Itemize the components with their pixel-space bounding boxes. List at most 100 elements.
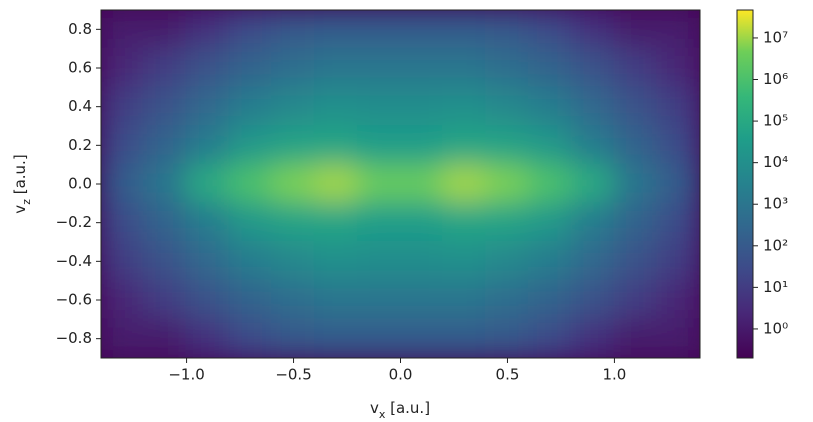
heatmap-cell xyxy=(228,47,274,89)
heatmap-cell xyxy=(399,279,445,321)
heatmap-cell xyxy=(142,202,188,243)
heatmap-cell xyxy=(356,202,402,243)
heatmap-cell xyxy=(142,47,188,89)
heatmap-cell xyxy=(185,125,231,166)
heatmap-cell xyxy=(485,241,530,282)
heatmap-cell xyxy=(185,10,231,50)
heatmap-cell xyxy=(356,125,402,166)
heatmap-cell xyxy=(442,241,488,282)
heatmap-cell xyxy=(442,318,488,358)
heatmap-cell xyxy=(356,241,402,282)
heatmap-cell xyxy=(271,163,316,205)
heatmap-cell xyxy=(356,47,402,89)
colorbar-tick-label: 10² xyxy=(763,236,788,254)
y-tick-label: 0.8 xyxy=(68,20,92,38)
x-tick-label: 1.0 xyxy=(602,366,626,384)
heatmap-cell xyxy=(570,241,616,282)
heatmap-cell xyxy=(313,125,359,166)
heatmap-cell xyxy=(485,202,530,243)
heatmap-cell xyxy=(527,318,573,358)
heatmap-cell xyxy=(142,10,188,50)
heatmap-cell xyxy=(613,318,659,358)
heatmap-cell xyxy=(101,10,145,50)
heatmap-cell xyxy=(142,125,188,166)
heatmap-cell xyxy=(485,279,530,321)
heatmap-cell xyxy=(142,86,188,127)
heatmap-cell xyxy=(228,279,274,321)
heatmap-cell xyxy=(442,202,488,243)
heatmap-cell xyxy=(101,86,145,127)
heatmap-cell xyxy=(613,47,659,89)
heatmap-cell xyxy=(613,241,659,282)
heatmap-cell xyxy=(101,202,145,243)
heatmap-cell xyxy=(656,202,700,243)
colorbar-tick-label: 10⁴ xyxy=(763,153,788,171)
heatmap-cell xyxy=(142,279,188,321)
heatmap-cell xyxy=(313,163,359,205)
heatmap-cell xyxy=(399,163,445,205)
heatmap-cell xyxy=(527,86,573,127)
heatmap-cell xyxy=(656,86,700,127)
heatmap-cell xyxy=(185,279,231,321)
heatmap-cell xyxy=(527,47,573,89)
heatmap-cell xyxy=(271,86,316,127)
heatmap-cell xyxy=(570,125,616,166)
heatmap-cell xyxy=(313,86,359,127)
heatmap-cell xyxy=(271,47,316,89)
heatmap-cell xyxy=(656,47,700,89)
heatmap-cell xyxy=(485,318,530,358)
heatmap-cell xyxy=(527,10,573,50)
colorbar-tick-label: 10⁰ xyxy=(763,319,788,337)
heatmap-cell xyxy=(142,241,188,282)
y-tick-label: −0.6 xyxy=(56,291,92,309)
heatmap-cell xyxy=(570,318,616,358)
heatmap-cell xyxy=(399,86,445,127)
heatmap-cell xyxy=(228,10,274,50)
y-tick-label: 0.4 xyxy=(68,97,92,115)
heatmap-cell xyxy=(570,47,616,89)
heatmap-cell xyxy=(527,125,573,166)
heatmap-cell xyxy=(442,47,488,89)
x-tick-label: 0.5 xyxy=(496,366,520,384)
heatmap-cell xyxy=(399,202,445,243)
heatmap-cell xyxy=(142,318,188,358)
x-axis-label: vx [a.u.] xyxy=(370,399,430,421)
heatmap-cell xyxy=(399,241,445,282)
heatmap-cell xyxy=(271,279,316,321)
heatmap-cell xyxy=(613,10,659,50)
heatmap-cell xyxy=(442,163,488,205)
heatmap-cell xyxy=(442,279,488,321)
y-tick-label: 0.6 xyxy=(68,59,92,77)
heatmap-cell xyxy=(356,279,402,321)
heatmap-cell xyxy=(485,10,530,50)
heatmap-cell xyxy=(185,163,231,205)
heatmap-cell xyxy=(399,318,445,358)
heatmap-cell xyxy=(228,163,274,205)
colorbar-tick-label: 10³ xyxy=(763,195,788,213)
heatmap-cell xyxy=(527,241,573,282)
heatmap-cell xyxy=(485,163,530,205)
y-tick-label: −0.4 xyxy=(56,252,92,270)
heatmap-cell xyxy=(271,125,316,166)
heatmap-cell xyxy=(313,202,359,243)
x-tick-label: 0.0 xyxy=(389,366,413,384)
heatmap-cell xyxy=(527,163,573,205)
heatmap-cell xyxy=(313,10,359,50)
heatmap-cell xyxy=(185,47,231,89)
heatmap-cell xyxy=(656,241,700,282)
heatmap-cell xyxy=(527,279,573,321)
heatmap-cell xyxy=(271,202,316,243)
heatmap-cell xyxy=(613,125,659,166)
heatmap-cell xyxy=(101,318,145,358)
y-axis-label: vz [a.u.] xyxy=(11,154,33,213)
heatmap-cell xyxy=(656,163,700,205)
heatmap-cell xyxy=(101,47,145,89)
heatmap-cell xyxy=(399,47,445,89)
y-tick-label: −0.8 xyxy=(56,329,92,347)
heatmap-cell xyxy=(356,86,402,127)
heatmap-cell xyxy=(485,86,530,127)
colorbar-tick-label: 10⁷ xyxy=(763,28,788,46)
heatmap-cell xyxy=(313,241,359,282)
x-tick-label: −0.5 xyxy=(275,366,311,384)
